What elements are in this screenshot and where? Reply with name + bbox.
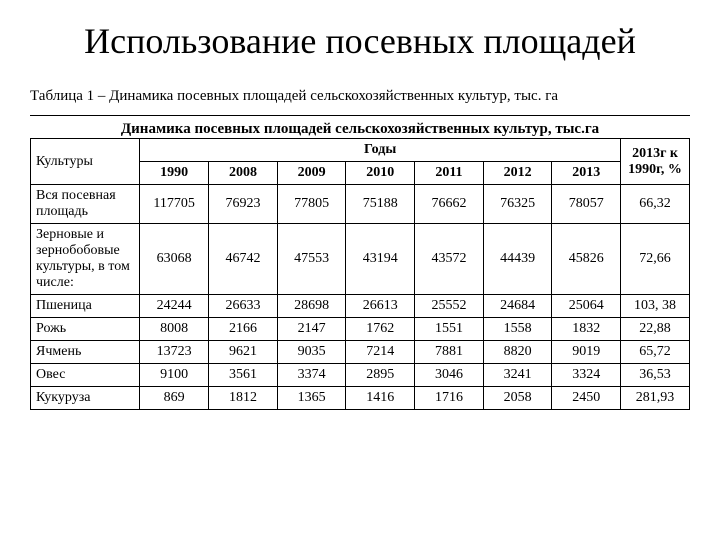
data-table: Культуры Годы 2013г к 1990г, % 1990 2008… [30, 138, 690, 410]
cell: 7881 [415, 341, 484, 364]
cell: 9035 [277, 341, 346, 364]
cell: 9621 [209, 341, 278, 364]
table-row: Ячмень 13723 9621 9035 7214 7881 8820 90… [31, 341, 690, 364]
row-label: Пшеница [31, 295, 140, 318]
row-label: Кукуруза [31, 387, 140, 410]
cell: 1812 [209, 387, 278, 410]
header-row-1: Культуры Годы 2013г к 1990г, % [31, 139, 690, 162]
cell: 1416 [346, 387, 415, 410]
cell: 43572 [415, 224, 484, 295]
cell: 65,72 [621, 341, 690, 364]
row-label: Вся посевная площадь [31, 185, 140, 224]
cell: 1551 [415, 318, 484, 341]
table-row: Рожь 8008 2166 2147 1762 1551 1558 1832 … [31, 318, 690, 341]
cell: 2450 [552, 387, 621, 410]
cell: 76662 [415, 185, 484, 224]
cell: 24684 [483, 295, 552, 318]
cell: 3561 [209, 364, 278, 387]
table-row: Вся посевная площадь 117705 76923 77805 … [31, 185, 690, 224]
cell: 2147 [277, 318, 346, 341]
cell: 7214 [346, 341, 415, 364]
table-row: Пшеница 24244 26633 28698 26613 25552 24… [31, 295, 690, 318]
cell: 77805 [277, 185, 346, 224]
year-1990: 1990 [140, 162, 209, 185]
cell: 78057 [552, 185, 621, 224]
cell: 25064 [552, 295, 621, 318]
year-2011: 2011 [415, 162, 484, 185]
cell: 1762 [346, 318, 415, 341]
cell: 9019 [552, 341, 621, 364]
cell: 3324 [552, 364, 621, 387]
cell: 2166 [209, 318, 278, 341]
cell: 47553 [277, 224, 346, 295]
cell: 281,93 [621, 387, 690, 410]
cell: 24244 [140, 295, 209, 318]
cell: 1832 [552, 318, 621, 341]
cell: 1558 [483, 318, 552, 341]
cell: 45826 [552, 224, 621, 295]
cell: 26613 [346, 295, 415, 318]
cell: 3374 [277, 364, 346, 387]
cell: 75188 [346, 185, 415, 224]
cell: 76325 [483, 185, 552, 224]
year-2008: 2008 [209, 162, 278, 185]
cell: 8008 [140, 318, 209, 341]
cell: 66,32 [621, 185, 690, 224]
row-label: Рожь [31, 318, 140, 341]
cell: 43194 [346, 224, 415, 295]
cell: 2058 [483, 387, 552, 410]
row-label: Овес [31, 364, 140, 387]
table-row: Овес 9100 3561 3374 2895 3046 3241 3324 … [31, 364, 690, 387]
year-2013: 2013 [552, 162, 621, 185]
cell: 8820 [483, 341, 552, 364]
table-caption: Таблица 1 – Динамика посевных площадей с… [30, 88, 690, 105]
table-body: Вся посевная площадь 117705 76923 77805 … [31, 185, 690, 410]
row-label: Зерновые и зернобобовые культуры, в том … [31, 224, 140, 295]
cell: 117705 [140, 185, 209, 224]
table-row: Кукуруза 869 1812 1365 1416 1716 2058 24… [31, 387, 690, 410]
cell: 3241 [483, 364, 552, 387]
cell: 28698 [277, 295, 346, 318]
cell: 1365 [277, 387, 346, 410]
cell: 36,53 [621, 364, 690, 387]
cell: 9100 [140, 364, 209, 387]
ratio-header: 2013г к 1990г, % [621, 139, 690, 185]
cell: 26633 [209, 295, 278, 318]
cell: 103, 38 [621, 295, 690, 318]
row-label: Ячмень [31, 341, 140, 364]
year-2009: 2009 [277, 162, 346, 185]
cell: 3046 [415, 364, 484, 387]
cell: 63068 [140, 224, 209, 295]
year-2010: 2010 [346, 162, 415, 185]
page-title: Использование посевных площадей [30, 20, 690, 63]
cell: 1716 [415, 387, 484, 410]
cultures-header: Культуры [31, 139, 140, 185]
years-header: Годы [140, 139, 621, 162]
cell: 72,66 [621, 224, 690, 295]
cell: 76923 [209, 185, 278, 224]
table-row: Зерновые и зернобобовые культуры, в том … [31, 224, 690, 295]
table-title: Динамика посевных площадей сельскохозяйс… [30, 115, 690, 138]
cell: 13723 [140, 341, 209, 364]
cell: 44439 [483, 224, 552, 295]
cell: 25552 [415, 295, 484, 318]
cell: 46742 [209, 224, 278, 295]
cell: 22,88 [621, 318, 690, 341]
year-2012: 2012 [483, 162, 552, 185]
cell: 2895 [346, 364, 415, 387]
cell: 869 [140, 387, 209, 410]
